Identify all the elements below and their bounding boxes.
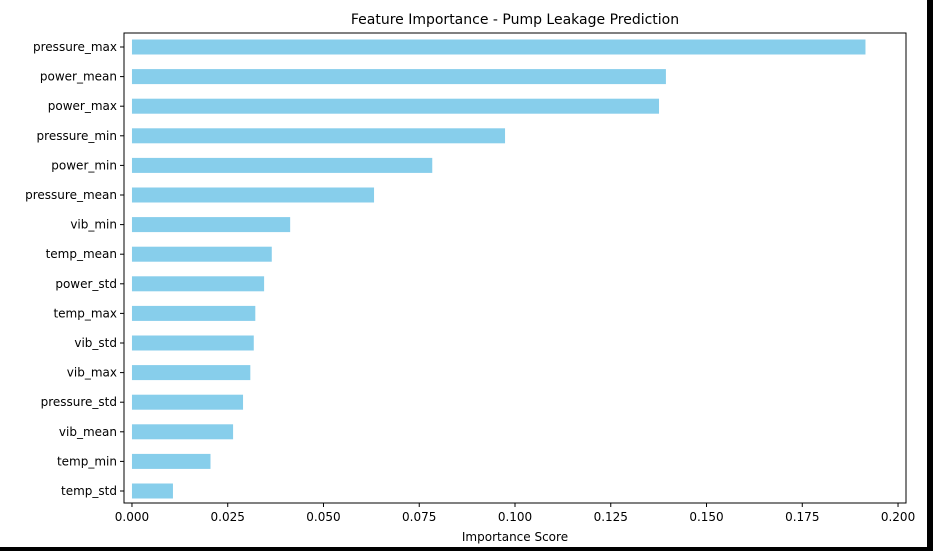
y-tick-label: pressure_min: [37, 129, 117, 143]
bar-temp-min: [131, 453, 211, 469]
x-tick-label: 0.050: [306, 510, 340, 524]
y-tick-label: power_max: [48, 99, 117, 113]
x-tick-label: 0.150: [689, 510, 723, 524]
bar-temp-std: [131, 483, 173, 499]
y-tick-label: vib_max: [67, 366, 117, 380]
x-axis: 0.000 0.025 0.050 0.075 0.100 0.125 0.150 0.175…: [115, 503, 915, 524]
x-axis-label: Importance Score: [462, 530, 568, 544]
bar-power-min: [131, 157, 433, 173]
bar-vib-mean: [131, 424, 234, 440]
y-tick-label: power_std: [55, 277, 117, 291]
y-tick-label: power_mean: [40, 70, 117, 84]
bar-power-max: [131, 98, 660, 114]
bar-temp-mean: [131, 246, 272, 262]
x-tick-label: 0.125: [594, 510, 628, 524]
chart-title: Feature Importance - Pump Leakage Predic…: [351, 12, 679, 28]
y-tick-label: vib_std: [74, 336, 117, 350]
x-tick-label: 0.175: [785, 510, 819, 524]
y-tick-label: temp_min: [57, 454, 117, 468]
bar-vib-std: [131, 335, 254, 351]
window-edge: [927, 0, 933, 551]
x-tick-label: 0.075: [402, 510, 436, 524]
y-tick-label: vib_mean: [59, 425, 117, 439]
bar-temp-max: [131, 305, 256, 321]
x-tick-label: 0.000: [115, 510, 149, 524]
x-tick-label: 0.100: [498, 510, 532, 524]
y-tick-label: pressure_max: [33, 40, 117, 54]
bar-vib-min: [131, 217, 291, 233]
y-tick-label: pressure_mean: [25, 188, 117, 202]
y-axis: pressure_max power_mean power_max pressure_…: [25, 40, 124, 498]
y-tick-label: power_min: [51, 158, 117, 172]
bar-pressure-max: [131, 39, 866, 55]
y-tick-label: temp_max: [53, 306, 117, 320]
bar-power-mean: [131, 69, 666, 85]
y-tick-label: vib_min: [70, 218, 117, 232]
y-tick-label: pressure_std: [41, 395, 117, 409]
x-tick-label: 0.200: [881, 510, 915, 524]
bar-vib-max: [131, 365, 251, 381]
bar-pressure-std: [131, 394, 244, 410]
bar-power-std: [131, 276, 265, 292]
x-tick-label: 0.025: [211, 510, 245, 524]
bar-pressure-min: [131, 128, 506, 144]
y-tick-label: temp_mean: [46, 247, 117, 261]
bars-group: [131, 39, 866, 499]
bar-pressure-mean: [131, 187, 375, 203]
y-tick-label: temp_std: [61, 484, 117, 498]
